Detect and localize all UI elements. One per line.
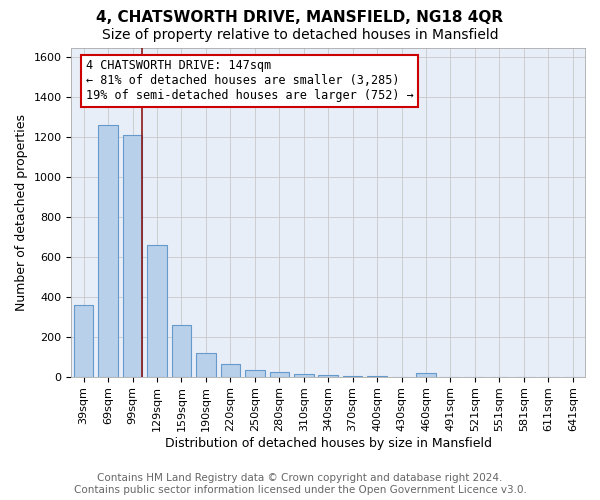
Bar	[245, 370, 265, 376]
Text: Contains HM Land Registry data © Crown copyright and database right 2024.
Contai: Contains HM Land Registry data © Crown c…	[74, 474, 526, 495]
Text: 4, CHATSWORTH DRIVE, MANSFIELD, NG18 4QR: 4, CHATSWORTH DRIVE, MANSFIELD, NG18 4QR	[97, 10, 503, 25]
Bar	[147, 245, 167, 376]
Bar	[74, 305, 94, 376]
Text: 4 CHATSWORTH DRIVE: 147sqm
← 81% of detached houses are smaller (3,285)
19% of s: 4 CHATSWORTH DRIVE: 147sqm ← 81% of deta…	[86, 60, 413, 102]
Bar	[123, 136, 142, 376]
Bar	[416, 372, 436, 376]
Text: Size of property relative to detached houses in Mansfield: Size of property relative to detached ho…	[101, 28, 499, 42]
Bar	[172, 325, 191, 376]
Bar	[221, 364, 240, 376]
Y-axis label: Number of detached properties: Number of detached properties	[15, 114, 28, 310]
Bar	[269, 372, 289, 376]
Bar	[98, 126, 118, 376]
Bar	[294, 374, 314, 376]
X-axis label: Distribution of detached houses by size in Mansfield: Distribution of detached houses by size …	[165, 437, 492, 450]
Bar	[319, 374, 338, 376]
Bar	[196, 353, 215, 376]
